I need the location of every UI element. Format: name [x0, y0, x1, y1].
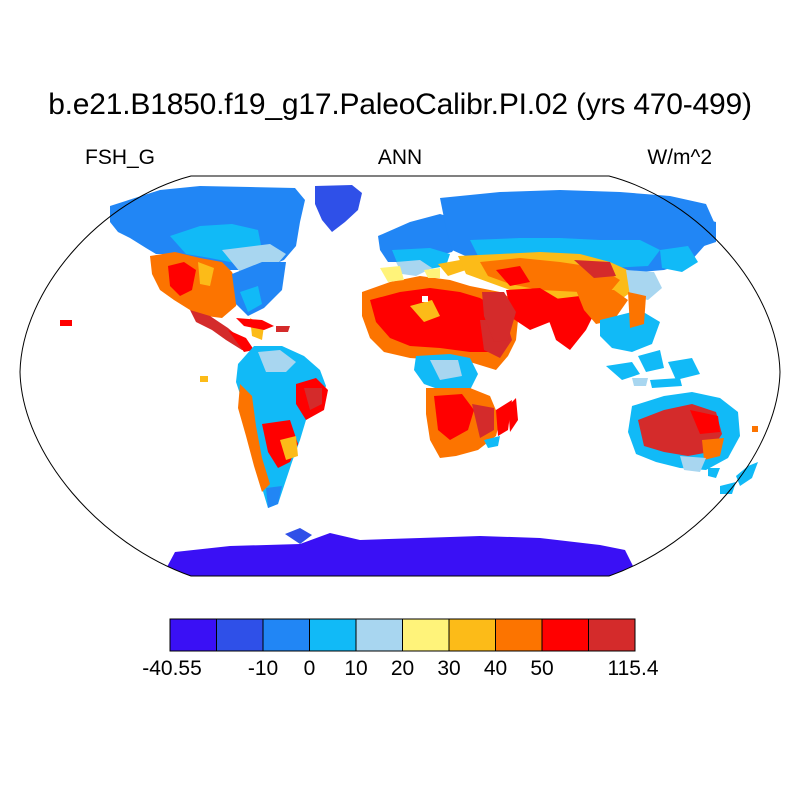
map-outline: [19, 175, 781, 577]
colorbar-swatch: [216, 618, 264, 652]
colorbar-tick-label: -10: [247, 657, 279, 680]
colorbar-tick-label: -40.55: [142, 657, 202, 680]
antarctic-peninsula: [285, 528, 312, 544]
south-america-region: [236, 346, 328, 508]
colorbar-swatch: [169, 618, 217, 652]
colorbar-tick-label: 115.4: [607, 657, 659, 680]
hawaii-region: [60, 320, 72, 326]
colorbar-swatch: [588, 618, 636, 652]
greenland-region: [315, 185, 362, 232]
colorbar-swatch: [309, 618, 357, 652]
north-america-region: [110, 186, 305, 352]
colorbar-swatch: [448, 618, 496, 652]
asia-region: [440, 190, 716, 352]
small-island-2: [752, 426, 758, 432]
colorbar-tick-label: 30: [437, 657, 461, 680]
colorbar-swatch: [495, 618, 543, 652]
colorbar-swatch: [402, 618, 450, 652]
new-zealand-south: [720, 482, 736, 494]
colorbar-tick-label: 10: [344, 657, 368, 680]
australia-region: [628, 392, 740, 478]
europe-region: [378, 214, 466, 282]
indonesia-region: [606, 350, 700, 388]
colorbar-swatch: [355, 618, 403, 652]
caribbean-islands-2: [276, 326, 290, 332]
season-label: ANN: [377, 146, 423, 169]
colorbar-tick-label: 50: [530, 657, 554, 680]
small-island: [200, 376, 208, 382]
new-zealand-region: [736, 462, 758, 486]
colorbar-tick-label: 20: [390, 657, 415, 680]
caribbean-region: [236, 318, 274, 330]
antarctica-region: [160, 533, 640, 576]
plot-title: b.e21.B1850.f19_g17.PaleoCalibr.PI.02 (y…: [48, 88, 752, 121]
colorbar-tick-label: 0: [303, 657, 316, 680]
variable-label: FSH_G: [85, 146, 156, 169]
colorbar-swatch: [262, 618, 310, 652]
colorbar-tick-label: 40: [483, 657, 508, 680]
colorbar-swatch: [541, 618, 589, 652]
madagascar-region: [508, 398, 518, 432]
units-label: W/m^2: [647, 146, 712, 169]
